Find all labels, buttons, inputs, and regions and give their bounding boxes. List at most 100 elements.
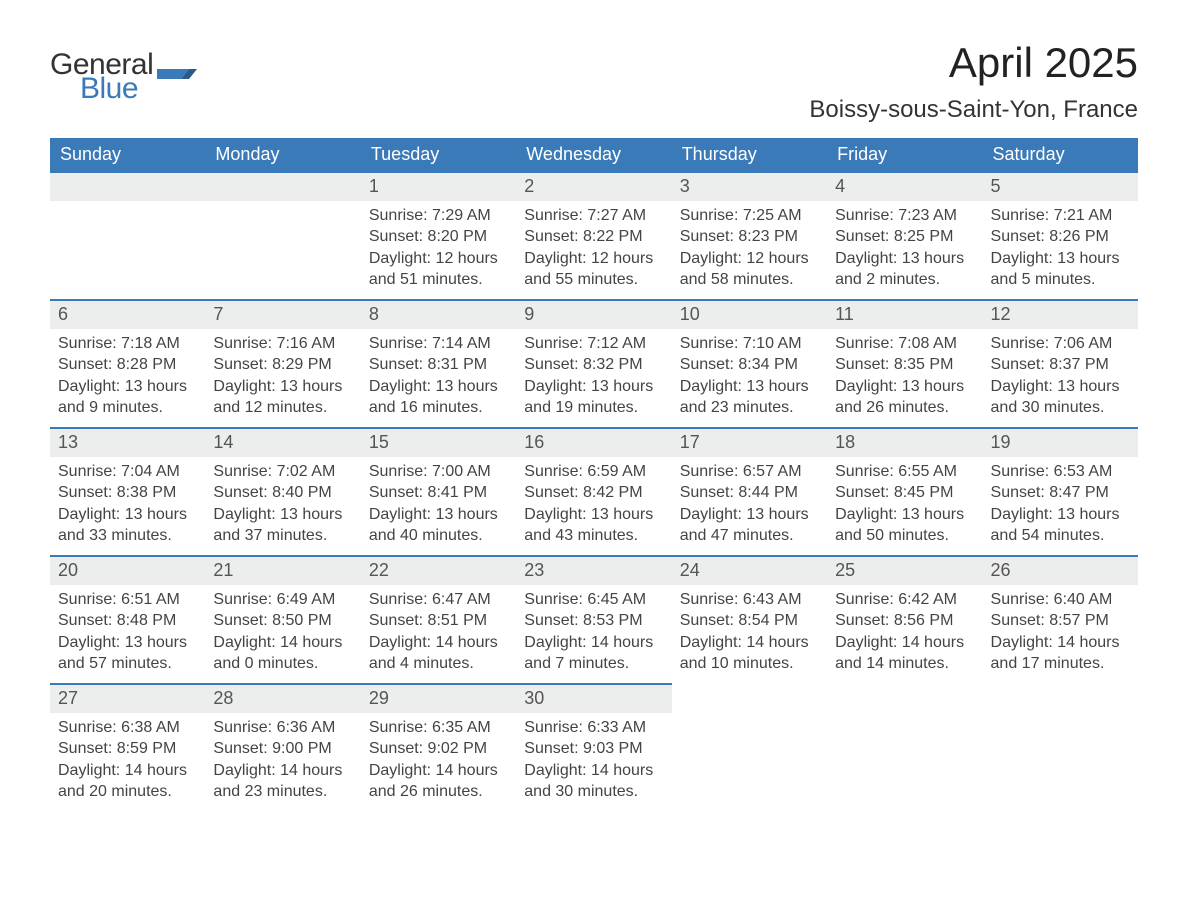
day-body: Sunrise: 6:45 AMSunset: 8:53 PMDaylight:… [516, 585, 671, 681]
daylight-text-line1: Daylight: 13 hours [835, 504, 974, 526]
daylight-text-line1: Daylight: 13 hours [680, 376, 819, 398]
calendar-cell: 5Sunrise: 7:21 AMSunset: 8:26 PMDaylight… [983, 171, 1138, 299]
daylight-text-line2: and 30 minutes. [991, 397, 1130, 419]
daylight-text-line1: Daylight: 14 hours [213, 760, 352, 782]
sunrise-text: Sunrise: 6:33 AM [524, 717, 663, 739]
day-number-bar: 14 [205, 427, 360, 456]
calendar-cell: 13Sunrise: 7:04 AMSunset: 8:38 PMDayligh… [50, 427, 205, 555]
calendar-cell: 14Sunrise: 7:02 AMSunset: 8:40 PMDayligh… [205, 427, 360, 555]
day-body: Sunrise: 7:29 AMSunset: 8:20 PMDaylight:… [361, 201, 516, 297]
weekday-header: Wednesday [516, 138, 671, 171]
sunrise-text: Sunrise: 6:47 AM [369, 589, 508, 611]
daylight-text-line2: and 12 minutes. [213, 397, 352, 419]
sunrise-text: Sunrise: 6:38 AM [58, 717, 197, 739]
daylight-text-line1: Daylight: 13 hours [524, 504, 663, 526]
calendar-cell [827, 683, 982, 811]
day-number-bar: 21 [205, 555, 360, 584]
sunrise-text: Sunrise: 6:43 AM [680, 589, 819, 611]
daylight-text-line1: Daylight: 13 hours [58, 504, 197, 526]
daylight-text-line2: and 43 minutes. [524, 525, 663, 547]
calendar-cell: 29Sunrise: 6:35 AMSunset: 9:02 PMDayligh… [361, 683, 516, 811]
sunrise-text: Sunrise: 7:18 AM [58, 333, 197, 355]
daylight-text-line1: Daylight: 13 hours [991, 376, 1130, 398]
day-body: Sunrise: 7:14 AMSunset: 8:31 PMDaylight:… [361, 329, 516, 425]
calendar-week-row: 13Sunrise: 7:04 AMSunset: 8:38 PMDayligh… [50, 427, 1138, 555]
day-body: Sunrise: 6:40 AMSunset: 8:57 PMDaylight:… [983, 585, 1138, 681]
calendar-cell: 16Sunrise: 6:59 AMSunset: 8:42 PMDayligh… [516, 427, 671, 555]
daylight-text-line2: and 37 minutes. [213, 525, 352, 547]
day-number-bar: 19 [983, 427, 1138, 456]
day-number-bar: 2 [516, 171, 671, 200]
calendar-cell [983, 683, 1138, 811]
day-body: Sunrise: 6:47 AMSunset: 8:51 PMDaylight:… [361, 585, 516, 681]
daylight-text-line1: Daylight: 13 hours [369, 376, 508, 398]
calendar-cell [50, 171, 205, 299]
daylight-text-line1: Daylight: 13 hours [835, 376, 974, 398]
sunrise-text: Sunrise: 6:49 AM [213, 589, 352, 611]
sunset-text: Sunset: 8:34 PM [680, 354, 819, 376]
day-number-bar: 9 [516, 299, 671, 328]
daylight-text-line2: and 57 minutes. [58, 653, 197, 675]
daylight-text-line2: and 5 minutes. [991, 269, 1130, 291]
daylight-text-line1: Daylight: 12 hours [680, 248, 819, 270]
day-body: Sunrise: 6:49 AMSunset: 8:50 PMDaylight:… [205, 585, 360, 681]
calendar-cell: 6Sunrise: 7:18 AMSunset: 8:28 PMDaylight… [50, 299, 205, 427]
daylight-text-line1: Daylight: 14 hours [58, 760, 197, 782]
daylight-text-line2: and 19 minutes. [524, 397, 663, 419]
calendar-cell [205, 171, 360, 299]
calendar-cell: 4Sunrise: 7:23 AMSunset: 8:25 PMDaylight… [827, 171, 982, 299]
day-body: Sunrise: 6:35 AMSunset: 9:02 PMDaylight:… [361, 713, 516, 809]
daylight-text-line1: Daylight: 14 hours [213, 632, 352, 654]
day-body: Sunrise: 6:38 AMSunset: 8:59 PMDaylight:… [50, 713, 205, 809]
sunset-text: Sunset: 9:03 PM [524, 738, 663, 760]
day-number-bar: 15 [361, 427, 516, 456]
day-number-bar: 30 [516, 683, 671, 712]
daylight-text-line1: Daylight: 13 hours [58, 376, 197, 398]
sunset-text: Sunset: 8:23 PM [680, 226, 819, 248]
daylight-text-line1: Daylight: 14 hours [680, 632, 819, 654]
daylight-text-line2: and 30 minutes. [524, 781, 663, 803]
sunset-text: Sunset: 8:51 PM [369, 610, 508, 632]
daylight-text-line1: Daylight: 13 hours [213, 376, 352, 398]
daylight-text-line2: and 4 minutes. [369, 653, 508, 675]
day-number-bar: 22 [361, 555, 516, 584]
weekday-header: Thursday [672, 138, 827, 171]
sunset-text: Sunset: 8:32 PM [524, 354, 663, 376]
day-body: Sunrise: 6:51 AMSunset: 8:48 PMDaylight:… [50, 585, 205, 681]
calendar-cell: 11Sunrise: 7:08 AMSunset: 8:35 PMDayligh… [827, 299, 982, 427]
day-number-bar: 10 [672, 299, 827, 328]
day-body: Sunrise: 7:27 AMSunset: 8:22 PMDaylight:… [516, 201, 671, 297]
daylight-text-line1: Daylight: 12 hours [524, 248, 663, 270]
weekday-header-row: Sunday Monday Tuesday Wednesday Thursday… [50, 138, 1138, 171]
sunrise-text: Sunrise: 7:06 AM [991, 333, 1130, 355]
calendar-cell: 27Sunrise: 6:38 AMSunset: 8:59 PMDayligh… [50, 683, 205, 811]
sunset-text: Sunset: 8:25 PM [835, 226, 974, 248]
daylight-text-line2: and 17 minutes. [991, 653, 1130, 675]
calendar-cell: 21Sunrise: 6:49 AMSunset: 8:50 PMDayligh… [205, 555, 360, 683]
day-body: Sunrise: 7:12 AMSunset: 8:32 PMDaylight:… [516, 329, 671, 425]
sunrise-text: Sunrise: 6:51 AM [58, 589, 197, 611]
day-number-bar: 24 [672, 555, 827, 584]
sunset-text: Sunset: 8:59 PM [58, 738, 197, 760]
day-number-bar: 4 [827, 171, 982, 200]
sunset-text: Sunset: 8:38 PM [58, 482, 197, 504]
calendar-cell: 26Sunrise: 6:40 AMSunset: 8:57 PMDayligh… [983, 555, 1138, 683]
day-body: Sunrise: 7:02 AMSunset: 8:40 PMDaylight:… [205, 457, 360, 553]
daylight-text-line1: Daylight: 13 hours [58, 632, 197, 654]
location: Boissy-sous-Saint-Yon, France [809, 96, 1138, 124]
day-number-bar: 17 [672, 427, 827, 456]
calendar-cell: 2Sunrise: 7:27 AMSunset: 8:22 PMDaylight… [516, 171, 671, 299]
daylight-text-line2: and 16 minutes. [369, 397, 508, 419]
day-body: Sunrise: 7:16 AMSunset: 8:29 PMDaylight:… [205, 329, 360, 425]
day-number-bar: 7 [205, 299, 360, 328]
daylight-text-line2: and 26 minutes. [835, 397, 974, 419]
day-number-bar: 29 [361, 683, 516, 712]
sunrise-text: Sunrise: 6:35 AM [369, 717, 508, 739]
daylight-text-line1: Daylight: 14 hours [991, 632, 1130, 654]
sunrise-text: Sunrise: 7:16 AM [213, 333, 352, 355]
sunrise-text: Sunrise: 7:00 AM [369, 461, 508, 483]
sunset-text: Sunset: 8:53 PM [524, 610, 663, 632]
day-number-bar: 8 [361, 299, 516, 328]
calendar-cell: 17Sunrise: 6:57 AMSunset: 8:44 PMDayligh… [672, 427, 827, 555]
day-number-bar: 6 [50, 299, 205, 328]
